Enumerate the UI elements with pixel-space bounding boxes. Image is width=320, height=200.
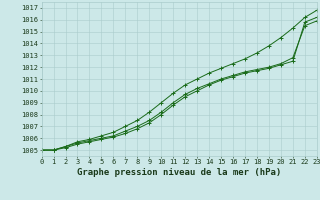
X-axis label: Graphe pression niveau de la mer (hPa): Graphe pression niveau de la mer (hPa) <box>77 168 281 177</box>
